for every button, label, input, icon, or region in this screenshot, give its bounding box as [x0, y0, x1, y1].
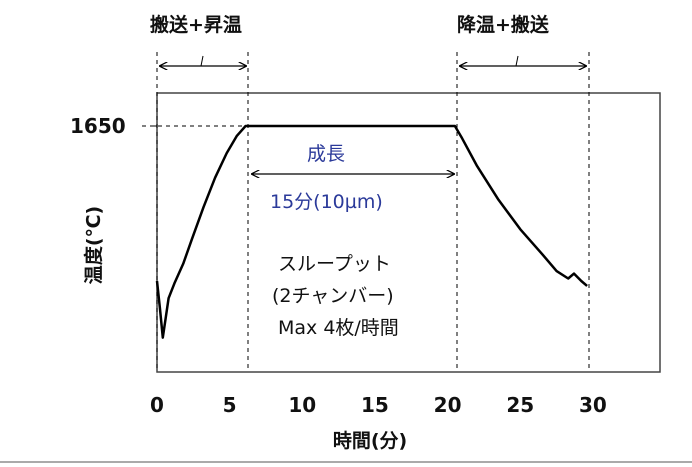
x-tick-0: 0 — [150, 393, 164, 417]
x-tick-5: 5 — [223, 393, 237, 417]
y-axis-label: 温度(℃) — [82, 206, 105, 284]
top-left-brace — [200, 55, 204, 67]
growth-span-label: 15分(10µm) — [270, 191, 383, 213]
y-tick-label: 1650 — [70, 114, 126, 138]
throughput-line-1: スループット — [278, 253, 391, 275]
top-right-brace — [515, 55, 519, 67]
x-tick-25: 25 — [506, 393, 534, 417]
x-tick-30: 30 — [579, 393, 607, 417]
top-left-label: 搬送+昇温 — [150, 13, 242, 36]
growth-title: 成長 — [307, 143, 345, 165]
temperature-series-line — [155, 124, 588, 339]
x-axis-label: 時間(分) — [333, 430, 407, 452]
x-tick-10: 10 — [288, 393, 316, 417]
throughput-line-3: Max 4枚/時間 — [278, 317, 399, 339]
plot-frame — [156, 92, 661, 373]
x-tick-20: 20 — [434, 393, 462, 417]
throughput-line-2: (2チャンバー) — [272, 285, 394, 307]
x-tick-labels: 0 5 10 15 20 25 30 — [150, 393, 607, 417]
top-right-label: 降温+搬送 — [457, 13, 550, 36]
x-tick-15: 15 — [361, 393, 389, 417]
